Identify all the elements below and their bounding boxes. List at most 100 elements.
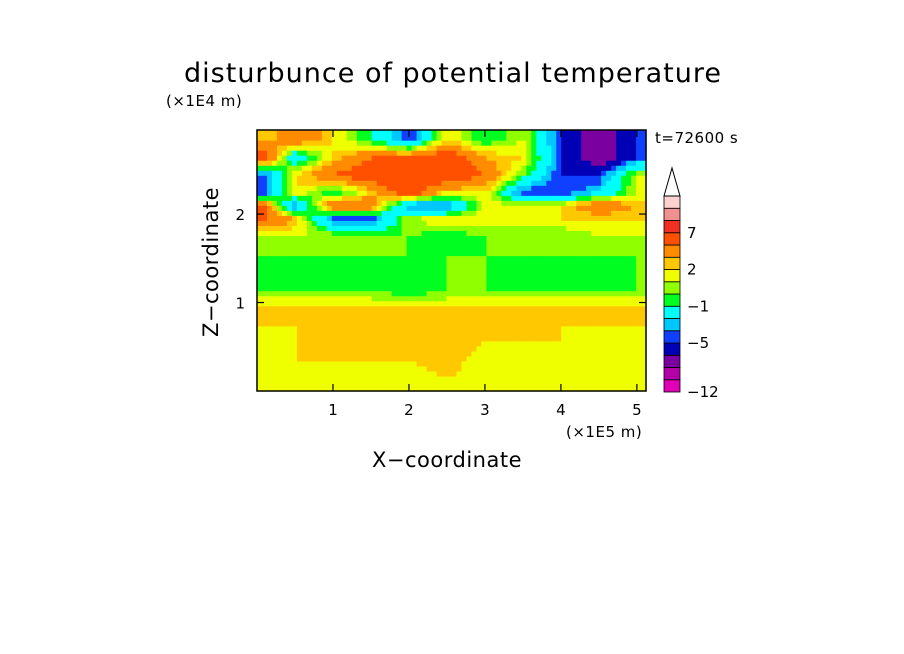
field-cell — [631, 380, 637, 387]
field-cell — [291, 160, 298, 166]
field-cell — [546, 320, 552, 327]
field-cell — [516, 220, 522, 226]
field-cell — [626, 315, 632, 322]
field-cell — [566, 225, 572, 231]
field-cell — [571, 250, 577, 257]
field-cell — [491, 240, 497, 247]
field-cell — [281, 185, 288, 191]
field-cell — [376, 215, 383, 221]
field-cell — [311, 170, 318, 176]
field-cell — [401, 155, 408, 161]
field-cell — [571, 160, 577, 166]
field-cell — [436, 160, 443, 166]
field-cell — [286, 225, 293, 231]
field-cell — [371, 155, 378, 161]
field-cell — [601, 220, 607, 226]
field-cell — [506, 190, 512, 196]
field-cell — [496, 210, 502, 216]
field-cell — [451, 190, 458, 196]
field-cell — [311, 370, 318, 377]
field-cell — [286, 140, 293, 146]
field-cell — [536, 200, 542, 206]
field-cell — [461, 370, 468, 377]
field-cell — [461, 295, 468, 302]
field-cell — [611, 385, 617, 392]
field-cell — [386, 325, 393, 332]
field-cell — [326, 370, 333, 377]
field-cell — [541, 250, 547, 257]
field-cell — [416, 200, 423, 206]
field-cell — [366, 135, 373, 141]
field-cell — [551, 355, 557, 362]
field-cell — [466, 355, 473, 362]
field-cell — [556, 275, 562, 282]
field-cell — [306, 200, 313, 206]
field-cell — [341, 240, 348, 247]
field-cell — [276, 190, 283, 196]
field-cell — [391, 150, 398, 156]
field-cell — [326, 145, 333, 151]
field-cell — [341, 330, 348, 337]
field-cell — [526, 385, 532, 392]
field-cell — [471, 320, 478, 327]
field-cell — [401, 150, 408, 156]
field-cell — [441, 370, 448, 377]
field-cell — [521, 155, 527, 161]
field-cell — [311, 210, 318, 216]
field-cell — [356, 195, 363, 201]
field-cell — [341, 280, 348, 287]
field-cell — [456, 310, 463, 317]
field-cell — [561, 365, 567, 372]
field-cell — [426, 245, 433, 252]
field-cell — [341, 250, 348, 257]
field-cell — [531, 245, 537, 252]
field-cell — [411, 150, 418, 156]
field-cell — [431, 130, 438, 136]
field-cell — [501, 230, 507, 237]
field-cell — [416, 215, 423, 221]
field-cell — [271, 200, 278, 206]
field-cell — [606, 155, 612, 161]
field-cell — [546, 225, 552, 231]
field-cell — [641, 165, 647, 171]
field-cell — [366, 185, 373, 191]
field-cell — [631, 130, 637, 136]
field-cell — [591, 265, 597, 272]
field-cell — [376, 280, 383, 287]
field-cell — [341, 310, 348, 317]
field-cell — [401, 230, 408, 237]
field-cell — [631, 345, 637, 352]
field-cell — [366, 295, 373, 302]
field-cell — [551, 300, 557, 307]
field-cell — [576, 235, 582, 242]
field-cell — [531, 365, 537, 372]
field-cell — [546, 220, 552, 226]
field-cell — [641, 340, 647, 347]
field-cell — [271, 280, 278, 287]
field-cell — [326, 270, 333, 277]
field-cell — [261, 295, 268, 302]
field-cell — [257, 345, 263, 352]
field-cell — [431, 340, 438, 347]
field-cell — [321, 335, 328, 342]
field-cell — [396, 185, 403, 191]
field-cell — [611, 365, 617, 372]
field-cell — [416, 290, 423, 297]
field-cell — [411, 185, 418, 191]
field-cell — [506, 140, 512, 146]
field-cell — [531, 220, 537, 226]
field-cell — [426, 195, 433, 201]
field-cell — [526, 360, 532, 367]
field-cell — [376, 330, 383, 337]
field-cell — [346, 365, 353, 372]
field-cell — [281, 265, 288, 272]
field-cell — [526, 325, 532, 332]
field-cell — [281, 235, 288, 242]
field-cell — [486, 255, 492, 262]
field-cell — [576, 380, 582, 387]
field-cell — [416, 375, 423, 382]
field-cell — [401, 235, 408, 242]
field-cell — [476, 360, 483, 367]
field-cell — [421, 325, 428, 332]
field-cell — [376, 315, 383, 322]
